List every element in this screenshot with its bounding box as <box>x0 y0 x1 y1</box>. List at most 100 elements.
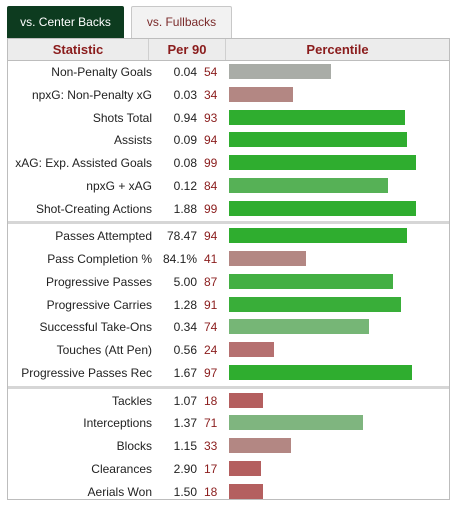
per90-value: 78.47 <box>166 229 197 243</box>
stat-name: Successful Take-Ons <box>39 320 153 334</box>
percentile-value: 94 <box>204 229 218 243</box>
stat-name: Progressive Passes <box>45 275 152 289</box>
percentile-bar <box>229 274 393 289</box>
header-percentile[interactable]: Percentile <box>306 42 369 57</box>
stat-name: Aerials Won <box>87 485 152 499</box>
percentile-value: 74 <box>204 320 218 334</box>
percentile-bar <box>229 110 405 125</box>
table-row: Aerials Won 1.50 18 <box>8 481 449 503</box>
percentile-value: 99 <box>204 202 218 216</box>
stat-name: Touches (Att Pen) <box>56 343 152 357</box>
stat-name: Assists <box>113 133 152 147</box>
stat-name: Tackles <box>111 394 152 408</box>
per90-value: 1.15 <box>173 439 197 453</box>
per90-value: 1.37 <box>173 416 197 430</box>
stat-name: Shots Total <box>92 111 152 125</box>
stat-name: xAG: Exp. Assisted Goals <box>15 156 152 170</box>
per90-value: 1.50 <box>173 485 197 499</box>
percentile-value: 93 <box>204 111 218 125</box>
percentile-bar <box>229 155 416 170</box>
stat-name: Clearances <box>91 462 152 476</box>
table-row: Non-Penalty Goals 0.04 54 <box>8 61 449 83</box>
percentile-bar <box>229 87 293 102</box>
percentile-value: 84 <box>204 179 218 193</box>
stat-name: Passes Attempted <box>55 229 152 243</box>
per90-value: 1.67 <box>173 366 197 380</box>
per90-value: 0.34 <box>173 320 197 334</box>
table-row: Tackles 1.07 18 <box>8 390 449 412</box>
percentile-bar <box>229 201 416 216</box>
table-row: Passes Attempted 78.47 94 <box>8 225 449 247</box>
group-separator <box>8 221 449 225</box>
percentile-value: 91 <box>204 298 218 312</box>
stat-name: Interceptions <box>83 416 152 430</box>
stat-name: npxG + xAG <box>86 179 152 193</box>
table-row: Interceptions 1.37 71 <box>8 412 449 434</box>
percentile-bar <box>229 461 261 476</box>
table-row: Pass Completion % 84.1% 41 <box>8 248 449 270</box>
table-row: Progressive Carries 1.28 91 <box>8 294 449 316</box>
table-row: Blocks 1.15 33 <box>8 435 449 457</box>
stat-name: Progressive Carries <box>46 298 152 312</box>
percentile-value: 54 <box>204 65 218 79</box>
table-header: Statistic Per 90 Percentile <box>8 39 449 61</box>
percentile-bar <box>229 438 291 453</box>
percentile-value: 18 <box>204 394 218 408</box>
table-row: Clearances 2.90 17 <box>8 458 449 480</box>
stat-name: Shot-Creating Actions <box>35 202 152 216</box>
percentile-bar <box>229 319 369 334</box>
table-row: Progressive Passes Rec 1.67 97 <box>8 362 449 384</box>
stat-name: npxG: Non-Penalty xG <box>31 88 152 102</box>
table-row: Progressive Passes 5.00 87 <box>8 271 449 293</box>
per90-value: 0.09 <box>173 133 197 147</box>
per90-value: 0.12 <box>173 179 197 193</box>
percentile-value: 34 <box>204 88 218 102</box>
percentile-bar <box>229 251 306 266</box>
per90-value: 0.56 <box>173 343 197 357</box>
table-row: npxG + xAG 0.12 84 <box>8 175 449 197</box>
header-statistic[interactable]: Statistic <box>52 42 104 57</box>
percentile-bar <box>229 178 388 193</box>
table-row: Assists 0.09 94 <box>8 129 449 151</box>
per90-value: 2.90 <box>173 462 197 476</box>
per90-value: 1.88 <box>173 202 197 216</box>
percentile-bar <box>229 342 274 357</box>
percentile-bar <box>229 64 331 79</box>
percentile-bar <box>229 365 412 380</box>
stat-name: Non-Penalty Goals <box>51 65 152 79</box>
percentile-bar <box>229 484 263 499</box>
percentile-bar <box>229 393 263 408</box>
header-per90[interactable]: Per 90 <box>148 39 226 60</box>
per90-value: 0.94 <box>173 111 197 125</box>
percentile-bar <box>229 132 407 147</box>
percentile-value: 71 <box>204 416 218 430</box>
table-row: Shots Total 0.94 93 <box>8 107 449 129</box>
per90-value: 0.04 <box>173 65 197 79</box>
stat-name: Pass Completion % <box>47 252 152 266</box>
per90-value: 0.03 <box>173 88 197 102</box>
tab-fullbacks[interactable]: vs. Fullbacks <box>131 6 232 38</box>
percentile-value: 24 <box>204 343 218 357</box>
group-separator <box>8 385 449 389</box>
percentile-value: 18 <box>204 485 218 499</box>
per90-value: 5.00 <box>173 275 197 289</box>
stat-name: Progressive Passes Rec <box>21 366 152 380</box>
percentile-table: Statistic Per 90 Percentile Non-Penalty … <box>7 38 450 500</box>
percentile-bar <box>229 297 401 312</box>
per90-value: 84.1% <box>162 252 197 266</box>
per90-value: 0.08 <box>173 156 197 170</box>
table-row: xAG: Exp. Assisted Goals 0.08 99 <box>8 152 449 174</box>
table-row: Successful Take-Ons 0.34 74 <box>8 316 449 338</box>
percentile-value: 17 <box>204 462 218 476</box>
percentile-value: 33 <box>204 439 218 453</box>
per90-value: 1.07 <box>173 394 197 408</box>
percentile-bar <box>229 228 407 243</box>
percentile-bar <box>229 415 363 430</box>
percentile-value: 41 <box>204 252 218 266</box>
table-row: Shot-Creating Actions 1.88 99 <box>8 198 449 220</box>
per90-value: 1.28 <box>173 298 197 312</box>
percentile-value: 94 <box>204 133 218 147</box>
tab-center-backs[interactable]: vs. Center Backs <box>7 6 124 38</box>
percentile-value: 87 <box>204 275 218 289</box>
table-row: Touches (Att Pen) 0.56 24 <box>8 339 449 361</box>
